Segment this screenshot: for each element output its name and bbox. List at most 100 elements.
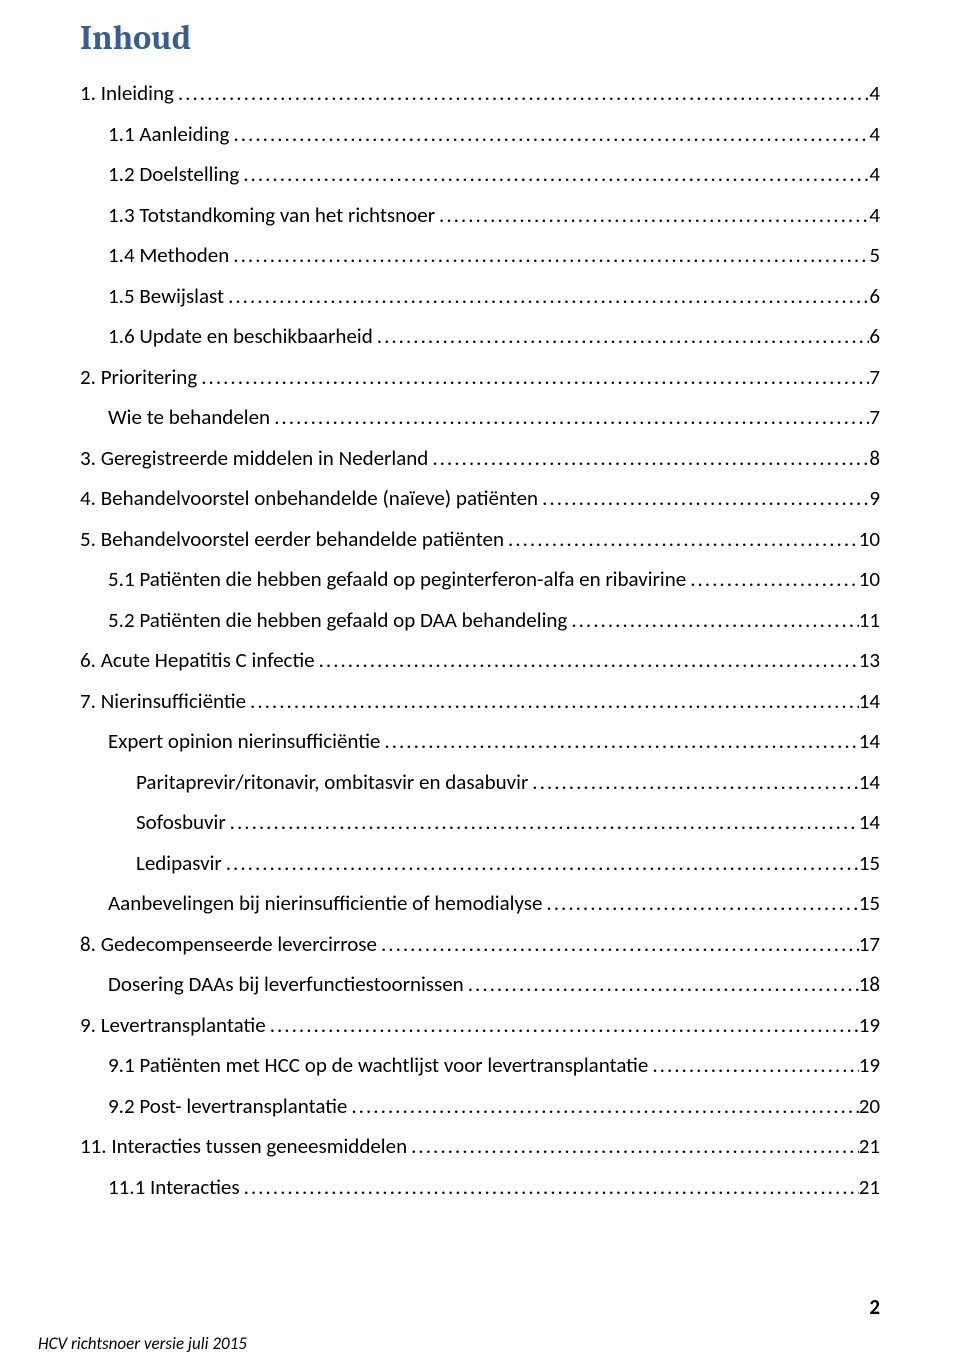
toc-entry-page: 20 — [859, 1093, 880, 1119]
toc-entry-label: Expert opinion nierinsufficiëntie — [108, 728, 380, 754]
toc-entry[interactable]: 9. Levertransplantatie 19 — [80, 1012, 880, 1038]
toc-entry-page: 13 — [859, 647, 880, 673]
toc-entry[interactable]: 1.6 Update en beschikbaarheid 6 — [80, 323, 880, 349]
toc-leader-dots — [315, 647, 859, 673]
toc-entry[interactable]: 1. Inleiding 4 — [80, 80, 880, 106]
toc-entry-label: 1.4 Methoden — [108, 242, 229, 268]
toc-entry[interactable]: 9.1 Patiënten met HCC op de wachtlijst v… — [80, 1052, 880, 1078]
toc-entry-label: 3. Geregistreerde middelen in Nederland — [80, 445, 428, 471]
toc-entry[interactable]: 11. Interacties tussen geneesmiddelen 21 — [80, 1133, 880, 1159]
toc-entry-page: 14 — [859, 728, 880, 754]
toc-entry[interactable]: 2. Prioritering 7 — [80, 364, 880, 390]
toc-entry[interactable]: 9.2 Post- levertransplantatie 20 — [80, 1093, 880, 1119]
toc-entry-label: 4. Behandelvoorstel onbehandelde (naïeve… — [80, 485, 538, 511]
toc-entry[interactable]: 1.5 Bewijslast 6 — [80, 283, 880, 309]
toc-entry-label: 1. Inleiding — [80, 80, 174, 106]
toc-leader-dots — [229, 242, 869, 268]
toc-entry[interactable]: 5. Behandelvoorstel eerder behandelde pa… — [80, 526, 880, 552]
toc-entry-label: Aanbevelingen bij nierinsufficientie of … — [108, 890, 542, 916]
toc-leader-dots — [239, 161, 869, 187]
toc-entry-label: Ledipasvir — [136, 850, 222, 876]
toc-entry-page: 8 — [869, 445, 880, 471]
toc-entry[interactable]: 5.1 Patiënten die hebben gefaald op pegi… — [80, 566, 880, 592]
toc-entry-label: 9. Levertransplantatie — [80, 1012, 266, 1038]
toc-leader-dots — [226, 809, 859, 835]
toc-entry-label: 8. Gedecompenseerde levercirrose — [80, 931, 377, 957]
toc-entry[interactable]: 1.2 Doelstelling 4 — [80, 161, 880, 187]
toc-leader-dots — [229, 121, 869, 147]
toc-entry-page: 7 — [869, 364, 880, 390]
toc-entry-page: 11 — [859, 607, 880, 633]
toc-entry-page: 19 — [859, 1052, 880, 1078]
toc-entry-label: 5.1 Patiënten die hebben gefaald op pegi… — [108, 566, 686, 592]
toc-entry[interactable]: Expert opinion nierinsufficiëntie 14 — [80, 728, 880, 754]
toc-leader-dots — [373, 323, 870, 349]
page-container: Inhoud 1. Inleiding 41.1 Aanleiding 41.2… — [0, 0, 960, 1200]
toc-entry-page: 15 — [859, 890, 880, 916]
toc-entry-label: 9.1 Patiënten met HCC op de wachtlijst v… — [108, 1052, 648, 1078]
toc-leader-dots — [222, 850, 859, 876]
toc-entry-label: 1.1 Aanleiding — [108, 121, 229, 147]
toc-entry-page: 14 — [859, 809, 880, 835]
toc-entry[interactable]: 8. Gedecompenseerde levercirrose 17 — [80, 931, 880, 957]
toc-entry-page: 19 — [859, 1012, 880, 1038]
toc-entry-label: 1.6 Update en beschikbaarheid — [108, 323, 373, 349]
toc-leader-dots — [224, 283, 869, 309]
toc-entry-label: Wie te behandelen — [108, 404, 270, 430]
toc-leader-dots — [266, 1012, 859, 1038]
toc-entry-page: 7 — [869, 404, 880, 430]
toc-list: 1. Inleiding 41.1 Aanleiding 41.2 Doelst… — [80, 80, 880, 1200]
toc-entry[interactable]: Paritaprevir/ritonavir, ombitasvir en da… — [80, 769, 880, 795]
toc-entry-page: 4 — [869, 202, 880, 228]
toc-leader-dots — [270, 404, 869, 430]
toc-leader-dots — [377, 931, 859, 957]
toc-entry[interactable]: Wie te behandelen 7 — [80, 404, 880, 430]
toc-entry-label: 1.5 Bewijslast — [108, 283, 224, 309]
toc-entry[interactable]: Aanbevelingen bij nierinsufficientie of … — [80, 890, 880, 916]
toc-entry-label: 9.2 Post- levertransplantatie — [108, 1093, 347, 1119]
toc-entry[interactable]: Sofosbuvir 14 — [80, 809, 880, 835]
toc-entry[interactable]: 1.3 Totstandkoming van het richtsnoer 4 — [80, 202, 880, 228]
toc-leader-dots — [686, 566, 859, 592]
toc-entry-label: 1.3 Totstandkoming van het richtsnoer — [108, 202, 435, 228]
toc-leader-dots — [240, 1174, 859, 1200]
footer-page-number: 2 — [869, 1294, 880, 1320]
toc-entry-label: 7. Nierinsufficiëntie — [80, 688, 246, 714]
toc-entry-page: 6 — [869, 283, 880, 309]
toc-entry-page: 15 — [859, 850, 880, 876]
toc-leader-dots — [528, 769, 858, 795]
toc-entry-label: 11. Interacties tussen geneesmiddelen — [80, 1133, 407, 1159]
toc-entry-label: Sofosbuvir — [136, 809, 226, 835]
toc-entry-page: 5 — [869, 242, 880, 268]
toc-entry[interactable]: 7. Nierinsufficiëntie 14 — [80, 688, 880, 714]
toc-leader-dots — [542, 890, 858, 916]
toc-entry-page: 21 — [859, 1133, 880, 1159]
toc-entry-label: Dosering DAAs bij leverfunctiestoornisse… — [108, 971, 464, 997]
toc-entry-label: 1.2 Doelstelling — [108, 161, 239, 187]
toc-leader-dots — [407, 1133, 859, 1159]
toc-entry[interactable]: 1.4 Methoden 5 — [80, 242, 880, 268]
toc-entry-page: 14 — [859, 688, 880, 714]
toc-entry-page: 4 — [869, 80, 880, 106]
toc-entry[interactable]: Dosering DAAs bij leverfunctiestoornisse… — [80, 971, 880, 997]
toc-entry-page: 9 — [869, 485, 880, 511]
toc-entry[interactable]: 5.2 Patiënten die hebben gefaald op DAA … — [80, 607, 880, 633]
toc-entry-page: 21 — [859, 1174, 880, 1200]
toc-entry-page: 10 — [859, 566, 880, 592]
toc-entry[interactable]: 3. Geregistreerde middelen in Nederland … — [80, 445, 880, 471]
toc-entry-page: 4 — [869, 161, 880, 187]
toc-entry-page: 6 — [869, 323, 880, 349]
toc-leader-dots — [174, 80, 869, 106]
toc-leader-dots — [435, 202, 869, 228]
toc-leader-dots — [380, 728, 858, 754]
toc-entry-label: 11.1 Interacties — [108, 1174, 240, 1200]
toc-entry[interactable]: 4. Behandelvoorstel onbehandelde (naïeve… — [80, 485, 880, 511]
toc-leader-dots — [197, 364, 869, 390]
toc-entry[interactable]: Ledipasvir 15 — [80, 850, 880, 876]
toc-entry-page: 18 — [859, 971, 880, 997]
toc-leader-dots — [246, 688, 859, 714]
toc-entry[interactable]: 11.1 Interacties 21 — [80, 1174, 880, 1200]
toc-entry[interactable]: 6. Acute Hepatitis C infectie 13 — [80, 647, 880, 673]
toc-leader-dots — [347, 1093, 858, 1119]
toc-entry[interactable]: 1.1 Aanleiding 4 — [80, 121, 880, 147]
